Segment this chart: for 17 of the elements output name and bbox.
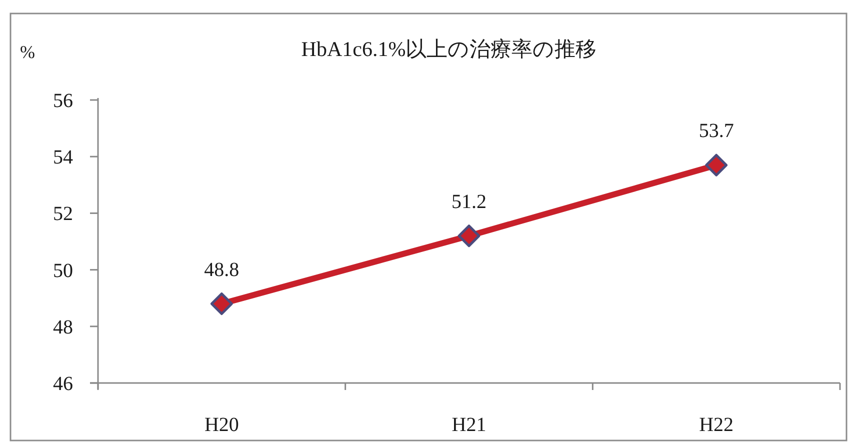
point	[458, 224, 480, 248]
x-tick-label: H21	[452, 414, 486, 436]
y-tick-label: 52	[53, 203, 73, 226]
x-tick-label: H20	[204, 414, 239, 436]
data-label: 48.8	[204, 258, 240, 281]
data-label: 53.7	[698, 120, 734, 142]
point	[705, 154, 728, 176]
y-tick-label: 50	[53, 260, 73, 282]
point	[210, 292, 233, 316]
y-tick-label: 54	[53, 146, 73, 169]
y-axis-title: %	[20, 42, 35, 62]
y-tick-label: 48	[53, 316, 73, 338]
y-tick-label: 46	[53, 373, 73, 395]
data-label: 51.2	[452, 190, 486, 213]
x-tick-label: H22	[699, 414, 734, 436]
chart-title: HbA1c6.1%以上の治療率の推移	[301, 37, 597, 61]
y-tick-label: 56	[53, 90, 73, 112]
